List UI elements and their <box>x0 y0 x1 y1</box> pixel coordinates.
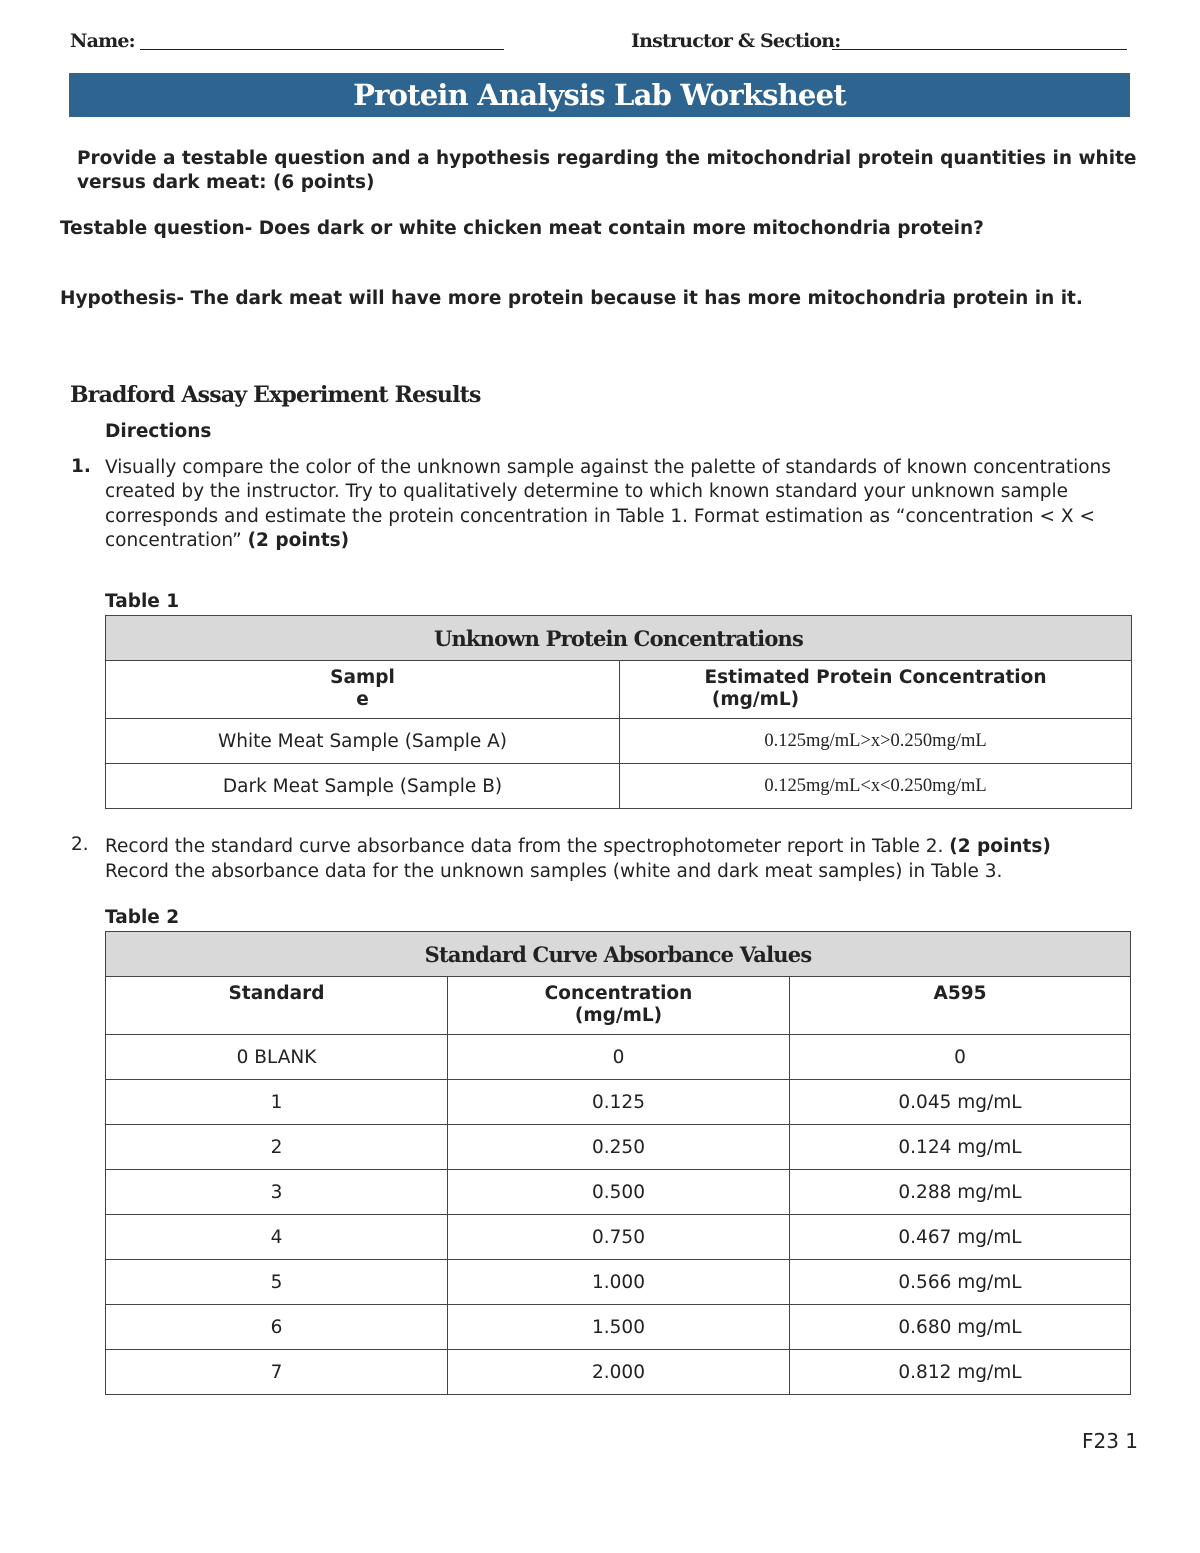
table-row: 6 1.500 0.680 mg/mL <box>105 1304 1131 1350</box>
step2-text: Record the standard curve absorbance dat… <box>105 836 1051 882</box>
standard-cell: 2 <box>105 1124 448 1170</box>
standard-cell: 7 <box>105 1349 448 1395</box>
absorbance-cell[interactable]: 0.566 mg/mL <box>789 1259 1131 1305</box>
step1-points: (2 points) <box>247 529 350 551</box>
table1-col-concentration: Estimated Protein Concentration (mg/mL) <box>619 660 1132 719</box>
absorbance-cell[interactable]: 0 <box>789 1034 1131 1080</box>
standard-cell: 4 <box>105 1214 448 1260</box>
table2-col-concentration: Concentration (mg/mL) <box>447 976 790 1035</box>
absorbance-cell[interactable]: 0.467 mg/mL <box>789 1214 1131 1260</box>
concentration-cell[interactable]: 0.125mg/mL>x>0.250mg/mL <box>619 718 1132 764</box>
step2-number: 2. <box>71 834 89 855</box>
concentration-cell: 0.125 <box>447 1079 790 1125</box>
step2-points: (2 points) <box>949 836 1051 857</box>
table2: Standard Curve Absorbance Values Standar… <box>105 931 1131 1395</box>
concentration-cell: 0.250 <box>447 1124 790 1170</box>
section-title: Bradford Assay Experiment Results <box>70 382 481 408</box>
standard-cell: 3 <box>105 1169 448 1215</box>
sample-cell: Dark Meat Sample (Sample B) <box>105 763 620 809</box>
table-row: 2 0.250 0.124 mg/mL <box>105 1124 1131 1170</box>
standard-cell: 5 <box>105 1259 448 1305</box>
table-row: 4 0.750 0.467 mg/mL <box>105 1214 1131 1260</box>
concentration-cell[interactable]: 0.125mg/mL<x<0.250mg/mL <box>619 763 1132 809</box>
table1-title: Unknown Protein Concentrations <box>105 615 1132 661</box>
page-footer: F23 1 <box>1082 1429 1139 1453</box>
testable-question: Testable question- Does dark or white ch… <box>60 218 984 239</box>
table-row: 7 2.000 0.812 mg/mL <box>105 1349 1131 1395</box>
table-row: 1 0.125 0.045 mg/mL <box>105 1079 1131 1125</box>
prompt-text: Provide a testable question and a hypoth… <box>77 148 1137 193</box>
hypothesis: Hypothesis- The dark meat will have more… <box>60 288 1083 309</box>
absorbance-cell[interactable]: 0.045 mg/mL <box>789 1079 1131 1125</box>
standard-cell: 0 BLANK <box>105 1034 448 1080</box>
absorbance-cell[interactable]: 0.812 mg/mL <box>789 1349 1131 1395</box>
absorbance-cell[interactable]: 0.680 mg/mL <box>789 1304 1131 1350</box>
standard-cell: 6 <box>105 1304 448 1350</box>
name-label: Name: <box>70 30 136 52</box>
table2-label: Table 2 <box>105 907 180 928</box>
table1-col-sample: Sampl e <box>105 660 620 719</box>
standard-cell: 1 <box>105 1079 448 1125</box>
concentration-cell: 0.500 <box>447 1169 790 1215</box>
instructor-label: Instructor & Section: <box>631 30 841 52</box>
instructor-field-line[interactable] <box>832 49 1127 50</box>
sample-cell: White Meat Sample (Sample A) <box>105 718 620 764</box>
table2-col-standard: Standard <box>105 976 448 1035</box>
page-title: Protein Analysis Lab Worksheet <box>69 73 1130 117</box>
name-field-line[interactable] <box>140 49 504 50</box>
concentration-cell: 1.000 <box>447 1259 790 1305</box>
table-row: 3 0.500 0.288 mg/mL <box>105 1169 1131 1215</box>
table-row: Dark Meat Sample (Sample B) 0.125mg/mL<x… <box>105 763 1132 809</box>
concentration-cell: 1.500 <box>447 1304 790 1350</box>
absorbance-cell[interactable]: 0.124 mg/mL <box>789 1124 1131 1170</box>
directions-label: Directions <box>105 421 212 442</box>
table1-label: Table 1 <box>105 591 180 612</box>
table1: Unknown Protein Concentrations Sampl e Es… <box>105 615 1132 809</box>
step1-number: 1. <box>71 456 91 477</box>
table2-title: Standard Curve Absorbance Values <box>105 931 1131 977</box>
absorbance-cell[interactable]: 0.288 mg/mL <box>789 1169 1131 1215</box>
step1-body: Visually compare the color of the unknow… <box>105 457 1111 551</box>
concentration-cell: 0 <box>447 1034 790 1080</box>
table-row: 5 1.000 0.566 mg/mL <box>105 1259 1131 1305</box>
step1-text: Visually compare the color of the unknow… <box>105 456 1135 553</box>
table2-col-a595: A595 <box>789 976 1131 1035</box>
concentration-cell: 2.000 <box>447 1349 790 1395</box>
concentration-cell: 0.750 <box>447 1214 790 1260</box>
table-row: White Meat Sample (Sample A) 0.125mg/mL>… <box>105 718 1132 764</box>
table-row: 0 BLANK 0 0 <box>105 1034 1131 1080</box>
